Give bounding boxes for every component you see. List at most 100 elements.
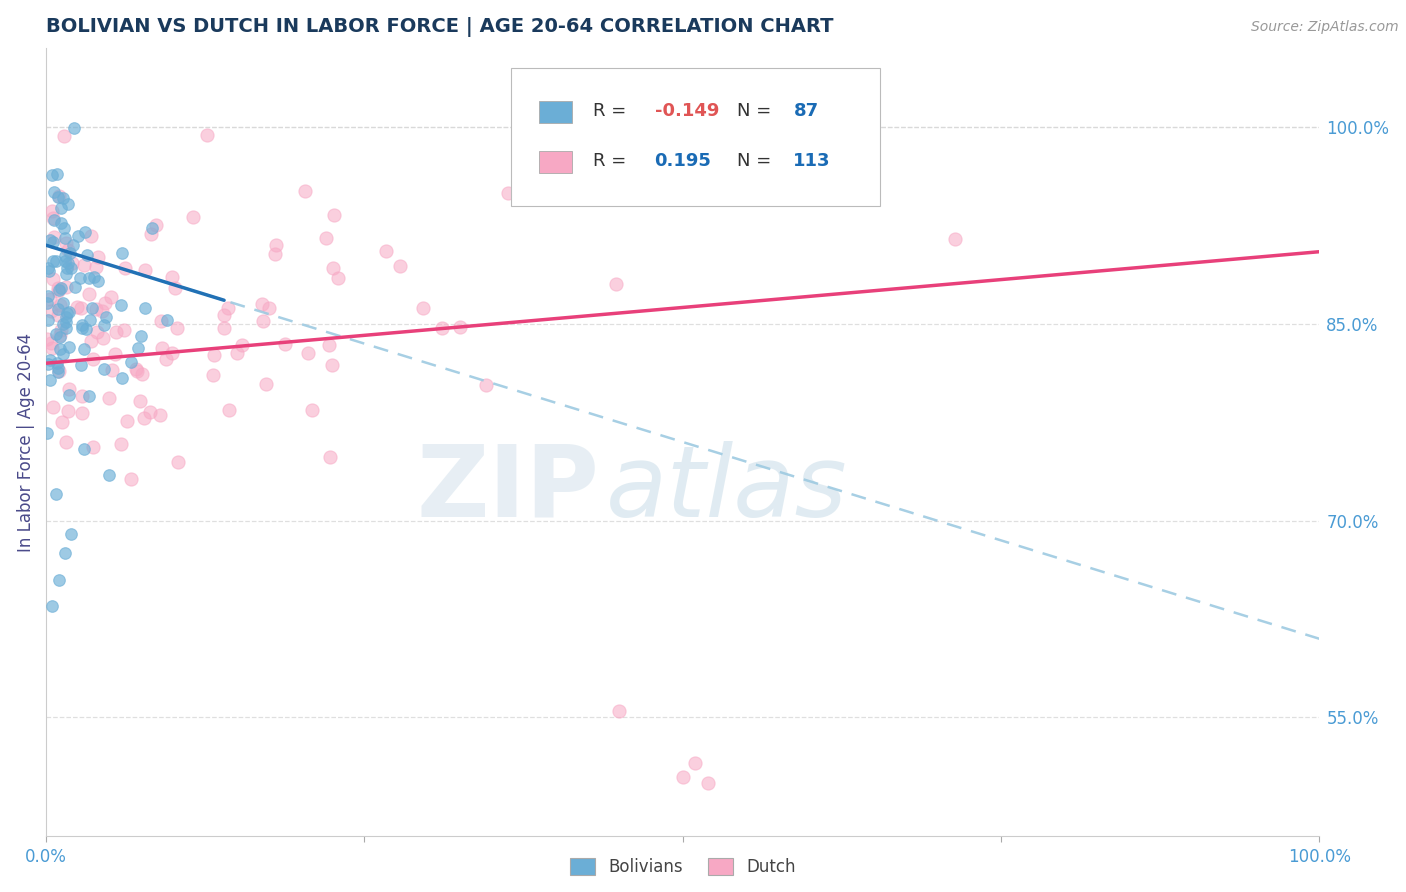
Y-axis label: In Labor Force | Age 20-64: In Labor Force | Age 20-64 (17, 333, 35, 551)
Point (111, 245, 134, 260)
Point (322, 261, 344, 276)
Point (149, 408, 172, 422)
Point (56, 256, 79, 270)
Point (49, 202, 72, 216)
Point (120, 472, 142, 486)
Point (38, 264, 60, 278)
Point (94, 310, 117, 325)
Point (58, 304, 80, 318)
Point (217, 301, 239, 315)
Point (80, 334, 103, 349)
Point (160, 270, 183, 285)
Point (39, 336, 62, 351)
Text: N =: N = (737, 152, 772, 169)
Point (76, 248, 98, 262)
Point (475, 377, 498, 392)
Text: 113: 113 (793, 152, 831, 169)
FancyBboxPatch shape (538, 151, 572, 173)
Point (55, 267, 77, 281)
Point (607, 704, 630, 718)
Point (35, 332, 58, 346)
Point (37, 260, 59, 275)
Point (125, 362, 148, 376)
Point (55, 434, 77, 449)
Point (53, 231, 76, 245)
Point (202, 368, 225, 383)
Point (37, 358, 59, 372)
Point (55, 280, 77, 294)
Point (104, 346, 127, 360)
Point (48, 342, 70, 356)
Point (605, 277, 627, 291)
Point (60, 260, 83, 275)
Point (49, 216, 72, 230)
Point (166, 320, 188, 334)
Point (315, 230, 337, 244)
Point (86, 325, 108, 339)
Point (63, 280, 86, 294)
Point (150, 314, 173, 328)
Point (97, 391, 120, 405)
Point (73, 258, 96, 272)
Text: ZIP: ZIP (418, 441, 600, 538)
Text: BOLIVIAN VS DUTCH IN LABOR FORCE | AGE 20-64 CORRELATION CHART: BOLIVIAN VS DUTCH IN LABOR FORCE | AGE 2… (46, 17, 834, 37)
Point (49, 298, 72, 312)
Point (46, 190, 69, 204)
Point (145, 219, 167, 233)
Point (41, 211, 63, 225)
Point (167, 455, 190, 469)
Point (52, 347, 75, 361)
Point (52, 317, 75, 331)
Point (943, 232, 966, 246)
Point (52, 296, 75, 310)
Point (55, 314, 77, 328)
Point (44, 185, 66, 199)
Point (73, 343, 96, 357)
Text: 87: 87 (793, 103, 818, 120)
Point (53, 220, 76, 235)
Point (41, 341, 63, 355)
Point (250, 297, 273, 311)
Point (254, 377, 277, 392)
Point (58, 382, 80, 396)
Point (181, 210, 204, 224)
Point (45, 253, 67, 268)
Point (58, 340, 80, 354)
Point (449, 320, 471, 334)
Point (70, 318, 93, 332)
Point (62, 238, 84, 252)
Point (82, 441, 104, 455)
Point (48, 189, 70, 203)
Point (139, 227, 162, 241)
Point (114, 261, 136, 276)
Point (93, 362, 115, 376)
Legend: Bolivians, Dutch: Bolivians, Dutch (562, 851, 803, 882)
Point (42, 213, 65, 227)
Point (252, 313, 274, 327)
Point (318, 450, 340, 465)
Point (127, 341, 149, 355)
Point (46, 355, 69, 369)
Point (46, 281, 69, 295)
Point (93, 318, 115, 332)
Point (120, 354, 142, 368)
Point (91, 331, 114, 345)
Point (115, 414, 138, 428)
Text: atlas: atlas (606, 441, 848, 538)
Point (55, 321, 77, 335)
Point (48, 573, 70, 587)
Point (70, 389, 93, 403)
Point (412, 301, 434, 315)
Point (35, 296, 58, 310)
Point (56, 197, 79, 211)
Point (127, 364, 149, 378)
Point (83, 270, 105, 285)
Point (49, 330, 72, 344)
Text: Source: ZipAtlas.com: Source: ZipAtlas.com (1251, 20, 1399, 34)
Point (46, 284, 69, 298)
Point (70, 301, 93, 315)
Point (42, 400, 65, 414)
Point (138, 405, 160, 419)
Point (51, 416, 73, 430)
Point (79, 286, 101, 301)
